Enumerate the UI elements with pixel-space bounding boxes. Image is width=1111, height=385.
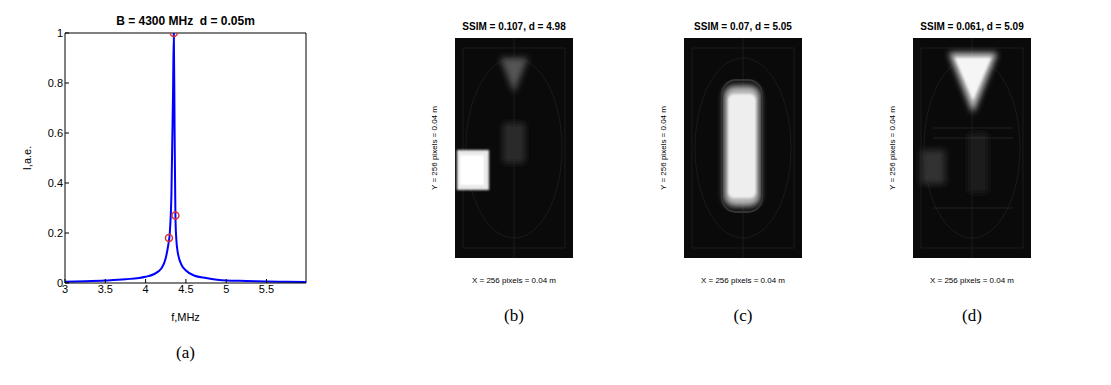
svg-text:0.8: 0.8 (48, 77, 63, 89)
svg-text:I,a.e.: I,a.e. (21, 146, 33, 170)
svg-text:1: 1 (57, 27, 63, 39)
html-text:SSIM = 0.07, d = 5.05: SSIM = 0.07, d = 5.05 (694, 21, 792, 32)
html-text:(c): (c) (733, 306, 753, 325)
svg-text:5.5: 5.5 (259, 283, 274, 295)
html-text:(d): (d) (962, 306, 982, 325)
svg-text:3: 3 (61, 282, 69, 295)
html-text:Y = 256 pixels = 0.04 m: Y = 256 pixels = 0.04 m (430, 106, 439, 190)
html-text:(a): (a) (176, 343, 195, 362)
html-text:X = 256 pixels = 0.04 m: X = 256 pixels = 0.04 m (701, 276, 785, 285)
svg-text:3.5: 3.5 (98, 283, 113, 295)
html-text:SSIM = 0.107, d = 4.98: SSIM = 0.107, d = 4.98 (462, 21, 566, 32)
html-text:SSIM = 0.061, d = 5.09: SSIM = 0.061, d = 5.09 (920, 21, 1024, 32)
html-text:(b): (b) (504, 306, 524, 325)
html-text:X = 256 pixels = 0.04 m: X = 256 pixels = 0.04 m (472, 276, 556, 285)
svg-text:5: 5 (223, 283, 229, 295)
html-text:B = 4300 MHz d = 0.05m: B = 4300 MHz d = 0.05m (116, 14, 255, 28)
svg-text:0.2: 0.2 (48, 227, 63, 239)
svg-text:4.5: 4.5 (178, 283, 193, 295)
html-text:Y = 256 pixels = 0.04 m: Y = 256 pixels = 0.04 m (659, 106, 668, 190)
svg-text:0.4: 0.4 (48, 177, 63, 189)
svg-text:f,MHz: f,MHz (171, 311, 200, 323)
svg-text:0.6: 0.6 (48, 127, 63, 139)
html-text:Y = 256 pixels = 0.04 m: Y = 256 pixels = 0.04 m (888, 106, 897, 190)
svg-text:0: 0 (57, 277, 63, 289)
svg-text:4: 4 (143, 283, 149, 295)
html-text:X = 256 pixels = 0.04 m: X = 256 pixels = 0.04 m (930, 276, 1014, 285)
